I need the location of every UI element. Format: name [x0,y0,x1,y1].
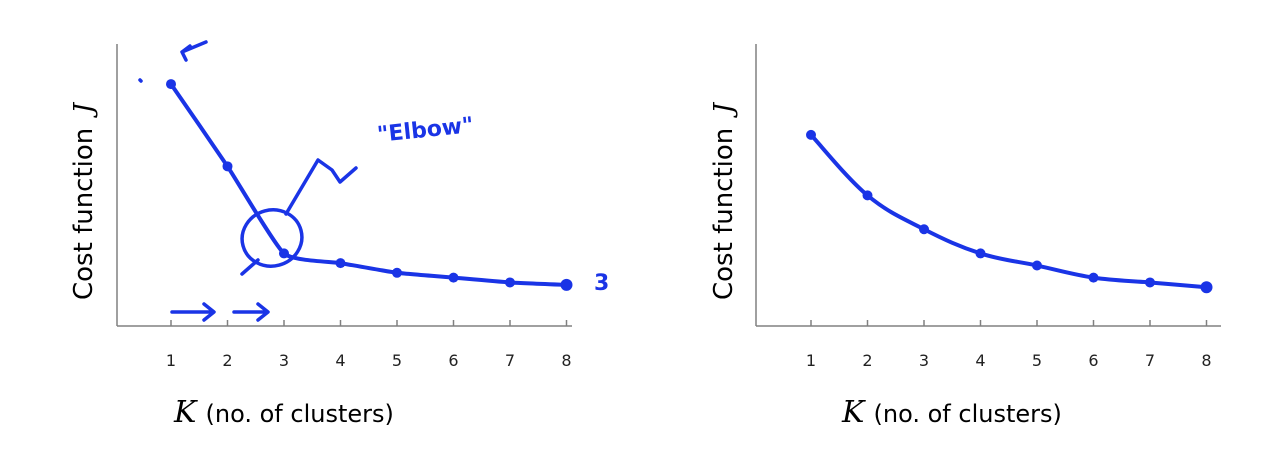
x-tick-label: 3 [919,351,929,370]
smooth-curve-chart-panel: 1 2 3 4 5 6 7 8 Cost function J K (no. of clust… [636,0,1272,454]
data-point [560,278,573,291]
data-point [1200,281,1213,294]
x-tick-label: 4 [335,351,345,370]
data-point [1088,272,1099,283]
x-tick-labels: 1 2 3 4 5 6 7 8 [806,351,1212,370]
arrow-right-annotation-1 [170,302,216,322]
elbow-chart: 1 2 3 4 5 6 7 8 Cost function J K (no. of clust… [69,40,609,430]
y-axis-label: Cost function J [69,101,99,300]
y-axis-label: Cost function J [709,101,739,300]
x-tick-label: 1 [166,351,176,370]
data-point [448,272,459,283]
x-tick-label: 7 [505,351,515,370]
data-point [335,258,346,269]
data-point [505,277,515,288]
data-point [975,248,986,259]
x-tick-label: 2 [862,351,872,370]
data-point [919,224,929,235]
x-axis-label: K (no. of clusters) [841,395,1062,430]
cost-curve-line [809,132,1209,290]
dot-annotation [138,78,143,83]
x-tick-label: 4 [975,351,985,370]
elbow-chart-panel: 1 2 3 4 5 6 7 8 Cost function J K (no. of clust… [69,40,609,430]
annotation-3: 3 [594,271,609,296]
data-point [166,79,176,90]
x-tick-label: 5 [392,351,402,370]
x-axis-label: K (no. of clusters) [173,395,394,430]
series [806,129,1213,294]
data-point [222,161,233,172]
cost-curve-line [169,82,569,287]
x-tick-label: 3 [279,351,289,370]
data-point [392,267,402,278]
x-tick-label: 6 [1088,351,1098,370]
x-tick-label: 8 [1201,351,1211,370]
elbow-pointer [284,158,358,216]
x-tick-label: 1 [806,351,816,370]
arrow-right-annotation-2 [232,302,270,322]
x-tick-label: 6 [448,351,458,370]
axes [116,44,572,327]
x-tick-label: 7 [1145,351,1155,370]
arrow-annotation-top [180,40,208,62]
data-point [862,190,873,201]
elbow-circle [240,208,304,268]
x-tick-label: 8 [561,351,571,370]
data-point [806,129,816,140]
data-point [1032,260,1042,271]
x-tick-label: 2 [222,351,232,370]
axes [755,44,1221,327]
x-tick-labels: 1 2 3 4 5 6 7 8 [166,351,572,370]
x-tick-label: 5 [1032,351,1042,370]
data-point [1145,277,1155,288]
series [166,79,573,291]
elbow-tick-mark [240,258,260,276]
data-point [279,248,289,259]
smooth-curve-chart: 1 2 3 4 5 6 7 8 Cost function J K (no. of clust… [709,44,1221,430]
elbow-annotation-text: "Elbow" [376,113,475,148]
